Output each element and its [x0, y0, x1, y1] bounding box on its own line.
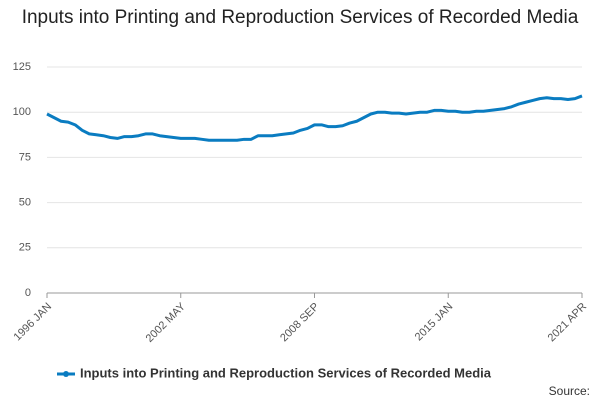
- x-tick-label: 2021 APR: [546, 301, 590, 345]
- x-tick-label: 2002 MAY: [144, 300, 189, 345]
- y-tick-label: 25: [19, 242, 31, 254]
- y-tick-label: 125: [13, 61, 31, 73]
- legend-label: Inputs into Printing and Reproduction Se…: [80, 365, 492, 380]
- x-tick-label: 1996 JAN: [12, 301, 55, 344]
- y-tick-label: 100: [13, 106, 31, 118]
- y-tick-label: 75: [19, 151, 31, 163]
- x-tick-label: 2008 SEP: [278, 301, 322, 345]
- source: Source:: [549, 384, 590, 398]
- legend-marker: [63, 371, 69, 377]
- y-tick-label: 50: [19, 197, 31, 209]
- x-tick-label: 2015 JAN: [413, 301, 456, 344]
- chart-title: Inputs into Printing and Reproduction Se…: [21, 7, 579, 28]
- y-tick-label: 0: [25, 287, 31, 299]
- data-line: [46, 94, 583, 142]
